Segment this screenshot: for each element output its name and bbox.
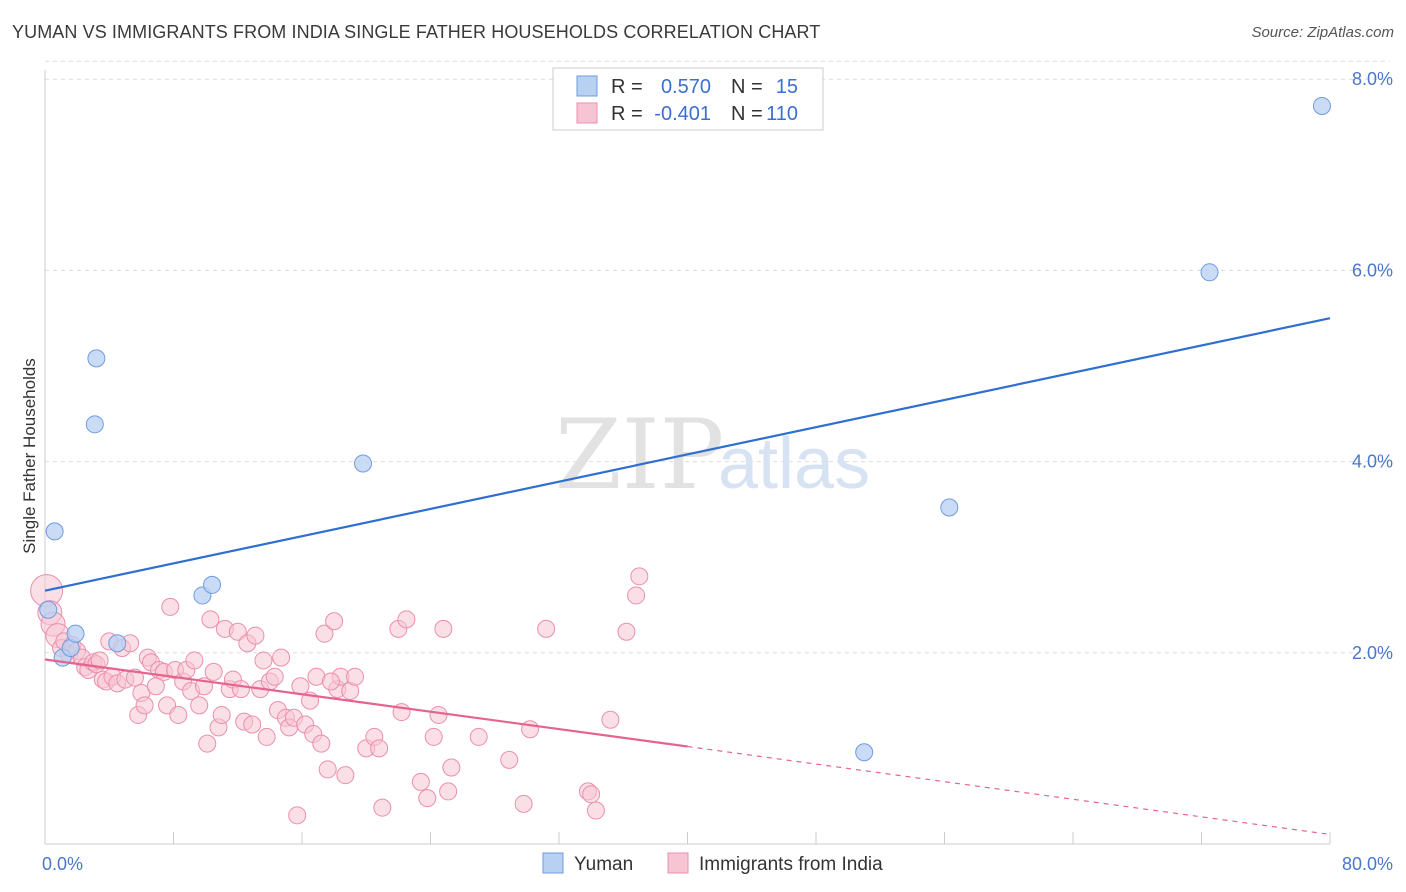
yuman-point xyxy=(108,634,127,653)
trend-lines xyxy=(44,317,1331,836)
legend-n-label-india: N = xyxy=(731,103,763,125)
india-point xyxy=(161,597,180,616)
india-point xyxy=(500,750,519,769)
y-tick-label: 2.0% xyxy=(1352,643,1393,663)
series-legend-swatch-india xyxy=(667,852,689,874)
india-point xyxy=(265,667,284,686)
india-point xyxy=(272,648,291,667)
grid xyxy=(45,60,1390,654)
yuman-point xyxy=(1312,96,1331,115)
chart-source: Source: ZipAtlas.com xyxy=(1251,24,1394,41)
yuman-point xyxy=(940,498,959,517)
india-point xyxy=(434,619,453,638)
legend-r-label-yuman: R = xyxy=(611,76,643,98)
india-point xyxy=(370,739,389,758)
legend-swatch-india xyxy=(576,102,598,124)
india-point xyxy=(397,610,416,629)
correlation-legend: R = 0.570 N = 15 R = -0.401 N = 110 xyxy=(552,67,824,131)
india-point xyxy=(185,651,204,670)
india-trend-line xyxy=(44,658,688,748)
india-point xyxy=(135,696,154,715)
india-point xyxy=(442,758,461,777)
india-point xyxy=(201,610,220,629)
watermark: ZIP atlas xyxy=(555,399,870,511)
yuman-point xyxy=(66,624,85,643)
india-point xyxy=(198,734,217,753)
india-series xyxy=(30,567,649,825)
india-point xyxy=(231,680,250,699)
watermark-atlas: atlas xyxy=(718,424,870,504)
y-axis-title: Single Father Households xyxy=(20,358,39,554)
yuman-point xyxy=(354,454,373,473)
y-tick-label: 6.0% xyxy=(1352,260,1393,280)
legend-box xyxy=(552,67,824,131)
india-point xyxy=(630,567,649,586)
india-point xyxy=(586,801,605,820)
india-point xyxy=(257,727,276,746)
legend-r-value-yuman: 0.570 xyxy=(661,76,711,98)
india-point xyxy=(617,622,636,641)
yuman-point xyxy=(85,415,104,434)
india-point xyxy=(336,766,355,785)
india-point xyxy=(204,662,223,681)
tick-labels: 2.0% 4.0% 6.0% 8.0% 0.0% 80.0% xyxy=(42,69,1393,874)
india-point xyxy=(246,626,265,645)
watermark-zip: ZIP xyxy=(555,399,724,511)
india-point xyxy=(537,619,556,638)
india-point xyxy=(228,622,247,641)
x-tick-label-min: 0.0% xyxy=(42,854,83,874)
legend-swatch-yuman xyxy=(576,75,598,97)
india-point xyxy=(90,651,109,670)
india-point xyxy=(315,624,334,643)
yuman-point xyxy=(39,600,58,619)
yuman-point xyxy=(203,575,222,594)
india-point xyxy=(429,705,448,724)
india-point xyxy=(469,727,488,746)
india-point xyxy=(125,668,144,687)
india-point xyxy=(601,710,620,729)
india-point xyxy=(254,651,273,670)
y-tick-label: 4.0% xyxy=(1352,452,1393,472)
yuman-point xyxy=(855,743,874,762)
india-point xyxy=(373,798,392,817)
series-legend: Yuman Immigrants from India xyxy=(542,852,883,875)
yuman-series xyxy=(39,96,1331,762)
india-point xyxy=(514,794,533,813)
legend-n-value-yuman: 15 xyxy=(776,76,798,98)
yuman-point xyxy=(1200,263,1219,282)
india-point xyxy=(243,715,262,734)
india-point xyxy=(582,785,601,804)
india-point xyxy=(627,586,646,605)
india-point xyxy=(346,667,365,686)
india-point xyxy=(318,760,337,779)
legend-r-label-india: R = xyxy=(611,103,643,125)
india-trend-line-extension xyxy=(687,745,1331,836)
x-tick-label-max: 80.0% xyxy=(1342,854,1393,874)
yuman-point xyxy=(87,349,106,368)
chart-title: YUMAN VS IMMIGRANTS FROM INDIA SINGLE FA… xyxy=(12,22,821,42)
india-point xyxy=(439,782,458,801)
legend-r-value-india: -0.401 xyxy=(654,103,711,125)
india-point xyxy=(321,672,340,691)
india-point xyxy=(325,612,344,631)
legend-n-value-india: 110 xyxy=(766,103,798,125)
y-tick-label: 8.0% xyxy=(1352,69,1393,89)
india-point xyxy=(212,705,231,724)
series-legend-label-india: Immigrants from India xyxy=(699,854,883,875)
india-point xyxy=(424,727,443,746)
india-point xyxy=(288,806,307,825)
series-legend-swatch-yuman xyxy=(542,852,564,874)
axes xyxy=(44,70,1331,845)
india-point xyxy=(190,696,209,715)
india-point xyxy=(312,734,331,753)
yuman-point xyxy=(45,522,64,541)
india-point xyxy=(418,789,437,808)
yuman-trend-line xyxy=(44,317,1331,592)
series-legend-label-yuman: Yuman xyxy=(574,854,633,875)
india-point xyxy=(411,772,430,791)
legend-n-label-yuman: N = xyxy=(731,76,763,98)
india-point xyxy=(169,705,188,724)
